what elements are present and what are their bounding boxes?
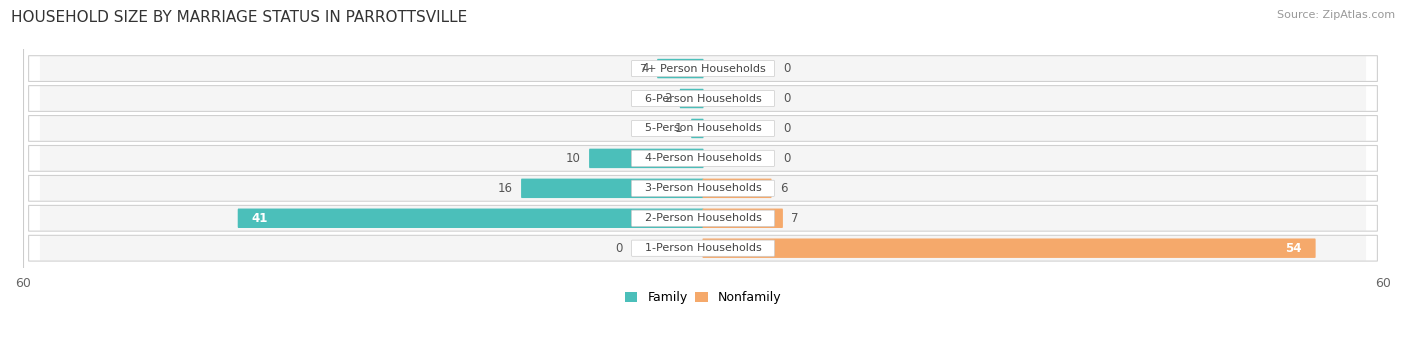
FancyBboxPatch shape [631, 180, 775, 196]
FancyBboxPatch shape [589, 149, 703, 168]
FancyBboxPatch shape [39, 236, 1367, 261]
Text: HOUSEHOLD SIZE BY MARRIAGE STATUS IN PARROTTSVILLE: HOUSEHOLD SIZE BY MARRIAGE STATUS IN PAR… [11, 10, 468, 25]
FancyBboxPatch shape [679, 89, 703, 108]
FancyBboxPatch shape [631, 60, 775, 77]
Text: 5-Person Households: 5-Person Households [644, 123, 762, 133]
FancyBboxPatch shape [39, 56, 1367, 81]
Text: 54: 54 [1285, 242, 1302, 255]
FancyBboxPatch shape [39, 116, 1367, 141]
FancyBboxPatch shape [522, 179, 703, 198]
Text: 0: 0 [783, 62, 790, 75]
Text: 16: 16 [498, 182, 513, 195]
Text: 4: 4 [641, 62, 648, 75]
Text: 1-Person Households: 1-Person Households [644, 243, 762, 253]
FancyBboxPatch shape [238, 209, 703, 228]
FancyBboxPatch shape [39, 176, 1367, 201]
Text: 10: 10 [565, 152, 581, 165]
FancyBboxPatch shape [631, 150, 775, 166]
FancyBboxPatch shape [39, 146, 1367, 170]
Text: 0: 0 [616, 242, 623, 255]
Text: 2: 2 [664, 92, 671, 105]
Text: 3-Person Households: 3-Person Households [644, 183, 762, 193]
FancyBboxPatch shape [631, 210, 775, 226]
Text: 41: 41 [252, 212, 269, 225]
FancyBboxPatch shape [631, 240, 775, 256]
Text: 0: 0 [783, 122, 790, 135]
FancyBboxPatch shape [692, 119, 703, 138]
FancyBboxPatch shape [631, 120, 775, 136]
Text: 0: 0 [783, 152, 790, 165]
FancyBboxPatch shape [657, 59, 703, 78]
Text: 1: 1 [675, 122, 682, 135]
FancyBboxPatch shape [703, 238, 1316, 258]
Text: 4-Person Households: 4-Person Households [644, 153, 762, 163]
FancyBboxPatch shape [631, 90, 775, 107]
Text: 7: 7 [792, 212, 799, 225]
Legend: Family, Nonfamily: Family, Nonfamily [620, 286, 786, 310]
FancyBboxPatch shape [703, 209, 783, 228]
FancyBboxPatch shape [39, 86, 1367, 111]
Text: Source: ZipAtlas.com: Source: ZipAtlas.com [1277, 10, 1395, 20]
Text: 2-Person Households: 2-Person Households [644, 213, 762, 223]
Text: 0: 0 [783, 92, 790, 105]
FancyBboxPatch shape [39, 206, 1367, 231]
Text: 6: 6 [780, 182, 787, 195]
Text: 7+ Person Households: 7+ Person Households [640, 63, 766, 74]
FancyBboxPatch shape [703, 179, 772, 198]
Text: 6-Person Households: 6-Person Households [644, 93, 762, 104]
